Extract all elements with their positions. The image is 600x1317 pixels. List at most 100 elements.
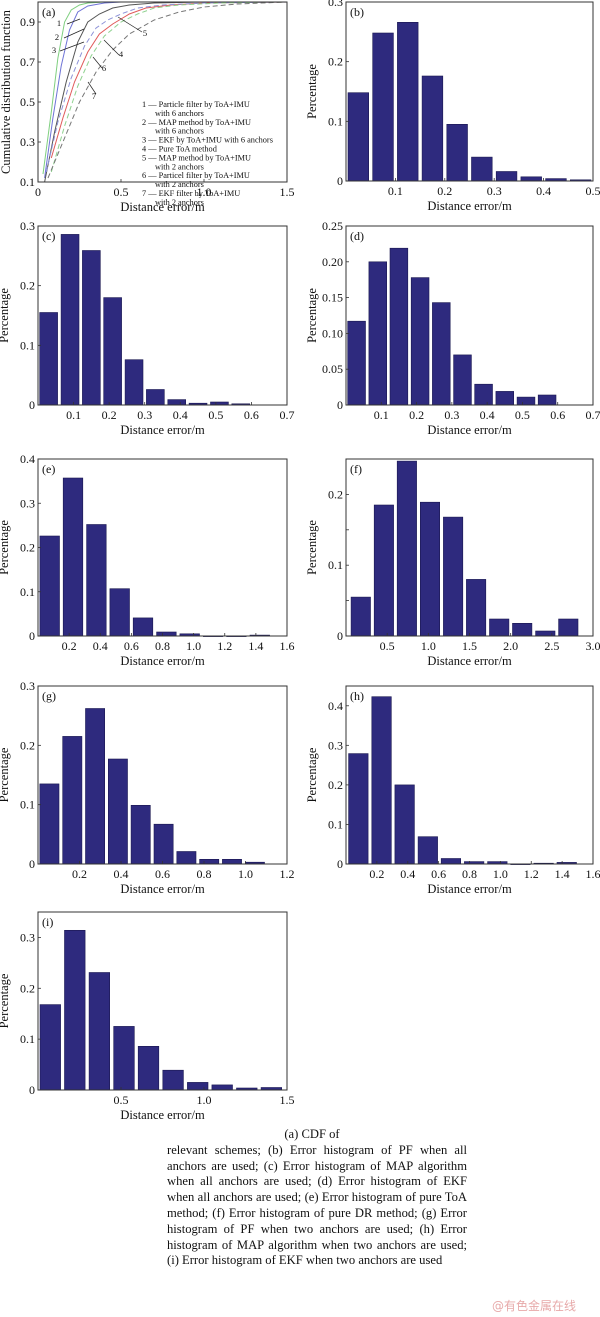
bar (419, 501, 440, 637)
y-tick-label: 0.1 (20, 585, 35, 599)
x-tick-label: 1.6 (280, 639, 295, 653)
y-axis-label: Percentage (305, 64, 319, 119)
panel-label: (f) (350, 462, 362, 476)
chart-f: 0.5 1.0 1.5 2.0 2.5 3.0 0 0.1 0.2 Distance error/… (305, 458, 600, 668)
y-tick-label: 0 (29, 629, 35, 643)
y-tick-label: 0.4 (328, 699, 343, 713)
bar (350, 596, 371, 637)
bar (389, 247, 409, 406)
series-line-3 (44, 1, 287, 183)
y-tick-label: 0.10 (322, 326, 343, 340)
bar (347, 92, 370, 182)
x-tick-label: 0.3 (137, 408, 152, 422)
legend-entry-continuation: with 2 anchors (155, 198, 204, 207)
bar (443, 516, 464, 637)
y-axis-label: Percentage (0, 747, 11, 802)
y-tick-label: 0.4 (20, 452, 35, 466)
y-tick-label: 0 (337, 174, 343, 188)
x-tick-label: 1.2 (524, 867, 539, 881)
bar (62, 477, 84, 637)
x-tick-label: 1.2 (280, 867, 295, 881)
x-tick-label: 2.0 (503, 639, 518, 653)
bar (446, 124, 468, 182)
x-tick-label: 0.5 (208, 408, 223, 422)
x-tick-label: 0.5 (586, 184, 600, 198)
y-tick-label: 0.1 (328, 114, 343, 128)
bar (39, 535, 60, 637)
plot-frame (37, 225, 288, 406)
bar (372, 32, 394, 182)
caption-body: relevant schemes; (b) Error histogram of… (167, 1142, 467, 1268)
x-tick-label: 1.5 (462, 639, 477, 653)
x-tick-label: 0.6 (155, 867, 170, 881)
x-tick-label: 2.5 (544, 639, 559, 653)
x-tick-label: 1.0 (186, 639, 201, 653)
x-tick-label: 0.5 (380, 639, 395, 653)
x-tick-label: 0.7 (280, 408, 295, 422)
y-axis-label: Percentage (0, 520, 11, 575)
bar (516, 396, 536, 406)
plot-frame (37, 911, 288, 1091)
bar (421, 75, 444, 182)
x-tick-label: 0.4 (480, 408, 495, 422)
x-tick-label: 0.1 (66, 408, 81, 422)
curve-leader-line (92, 56, 103, 69)
bar (512, 622, 533, 637)
x-tick-label: 0.3 (487, 184, 502, 198)
bar (153, 823, 174, 865)
x-tick-label: 0.4 (173, 408, 188, 422)
bar (520, 176, 542, 182)
figure-caption: (a) CDF of relevant schemes; (b) Error h… (167, 1127, 467, 1269)
legend-entry: 3 — EKF by ToA+IMU with 6 anchors (142, 136, 273, 145)
x-tick-label: 1.0 (493, 867, 508, 881)
x-tick-label: 1.4 (555, 867, 570, 881)
curve-leader-line (87, 81, 97, 95)
x-tick-label: 0.6 (244, 408, 259, 422)
y-tick-label: 0.9 (20, 15, 35, 29)
bar (440, 858, 462, 865)
bar (211, 1084, 233, 1091)
y-tick-label: 0.3 (20, 219, 35, 233)
bar (82, 250, 101, 406)
x-tick-label: 0.6 (431, 867, 446, 881)
bar (371, 696, 392, 865)
curve-number-label: 7 (92, 91, 96, 101)
plot-frame (345, 225, 594, 406)
x-tick-label: 1.0 (197, 185, 212, 199)
x-tick-label: 0.2 (409, 408, 424, 422)
bar (39, 783, 60, 865)
x-axis-label: Distance error/m (120, 200, 205, 214)
curve-leader-line (117, 16, 143, 33)
bar (495, 391, 514, 406)
y-axis-label: Percentage (305, 288, 319, 343)
legend-entry-continuation: with 2 anchors (155, 180, 204, 189)
bar (474, 383, 493, 406)
bar (368, 261, 387, 406)
x-axis-label: Distance error/m (427, 199, 512, 213)
bar (453, 354, 472, 406)
bar (162, 1069, 184, 1091)
curve-number-label: 5 (143, 28, 147, 38)
y-tick-label: 0.3 (20, 679, 35, 693)
y-tick-label: 0 (337, 629, 343, 643)
y-axis-label: Percentage (0, 973, 11, 1028)
curve-number-label: 2 (55, 32, 59, 42)
legend-entry-continuation: with 6 anchors (155, 109, 204, 118)
panel-label: (g) (42, 689, 56, 703)
y-axis-label: Percentage (305, 520, 319, 575)
bar (348, 753, 369, 865)
bar (394, 784, 415, 865)
y-tick-label: 0 (337, 398, 343, 412)
chart-h: 0.2 0.4 0.6 0.8 1.0 1.2 1.4 1.6 0 0.1 0.2 0.3 0.4 Dis… (305, 685, 600, 896)
legend-entry: 2 — MAP method by ToA+IMU (142, 118, 251, 127)
panel-label: (d) (350, 229, 364, 243)
legend-entry-continuation: with 6 anchors (155, 127, 204, 136)
bar (396, 460, 417, 637)
y-tick-label: 0.2 (328, 778, 343, 792)
x-tick-label: 0.8 (462, 867, 477, 881)
curve-number-label: 4 (119, 49, 124, 59)
x-tick-label: 0.2 (72, 867, 87, 881)
bar (124, 359, 144, 406)
curve-leader-line (66, 18, 81, 25)
